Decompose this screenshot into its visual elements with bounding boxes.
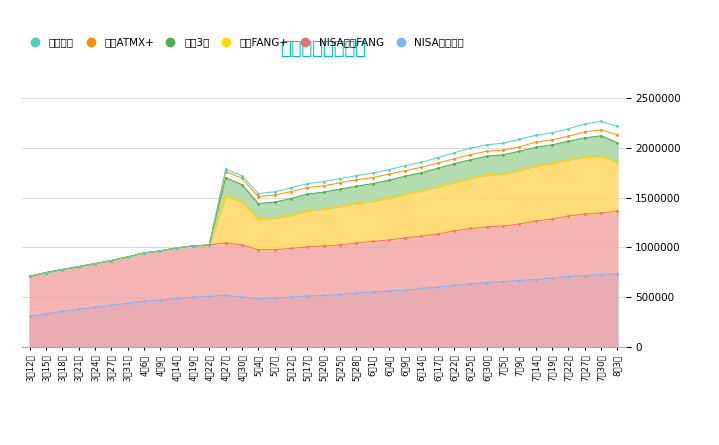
Legend: レバナス, レバATMX+, ナス3倍, レバFANG+, NISAレバFANG, NISAレバナス: レバナス, レバATMX+, ナス3倍, レバFANG+, NISAレバFANG… — [21, 33, 468, 52]
Title: ウミレバ投信成績: ウミレバ投信成績 — [280, 40, 367, 58]
